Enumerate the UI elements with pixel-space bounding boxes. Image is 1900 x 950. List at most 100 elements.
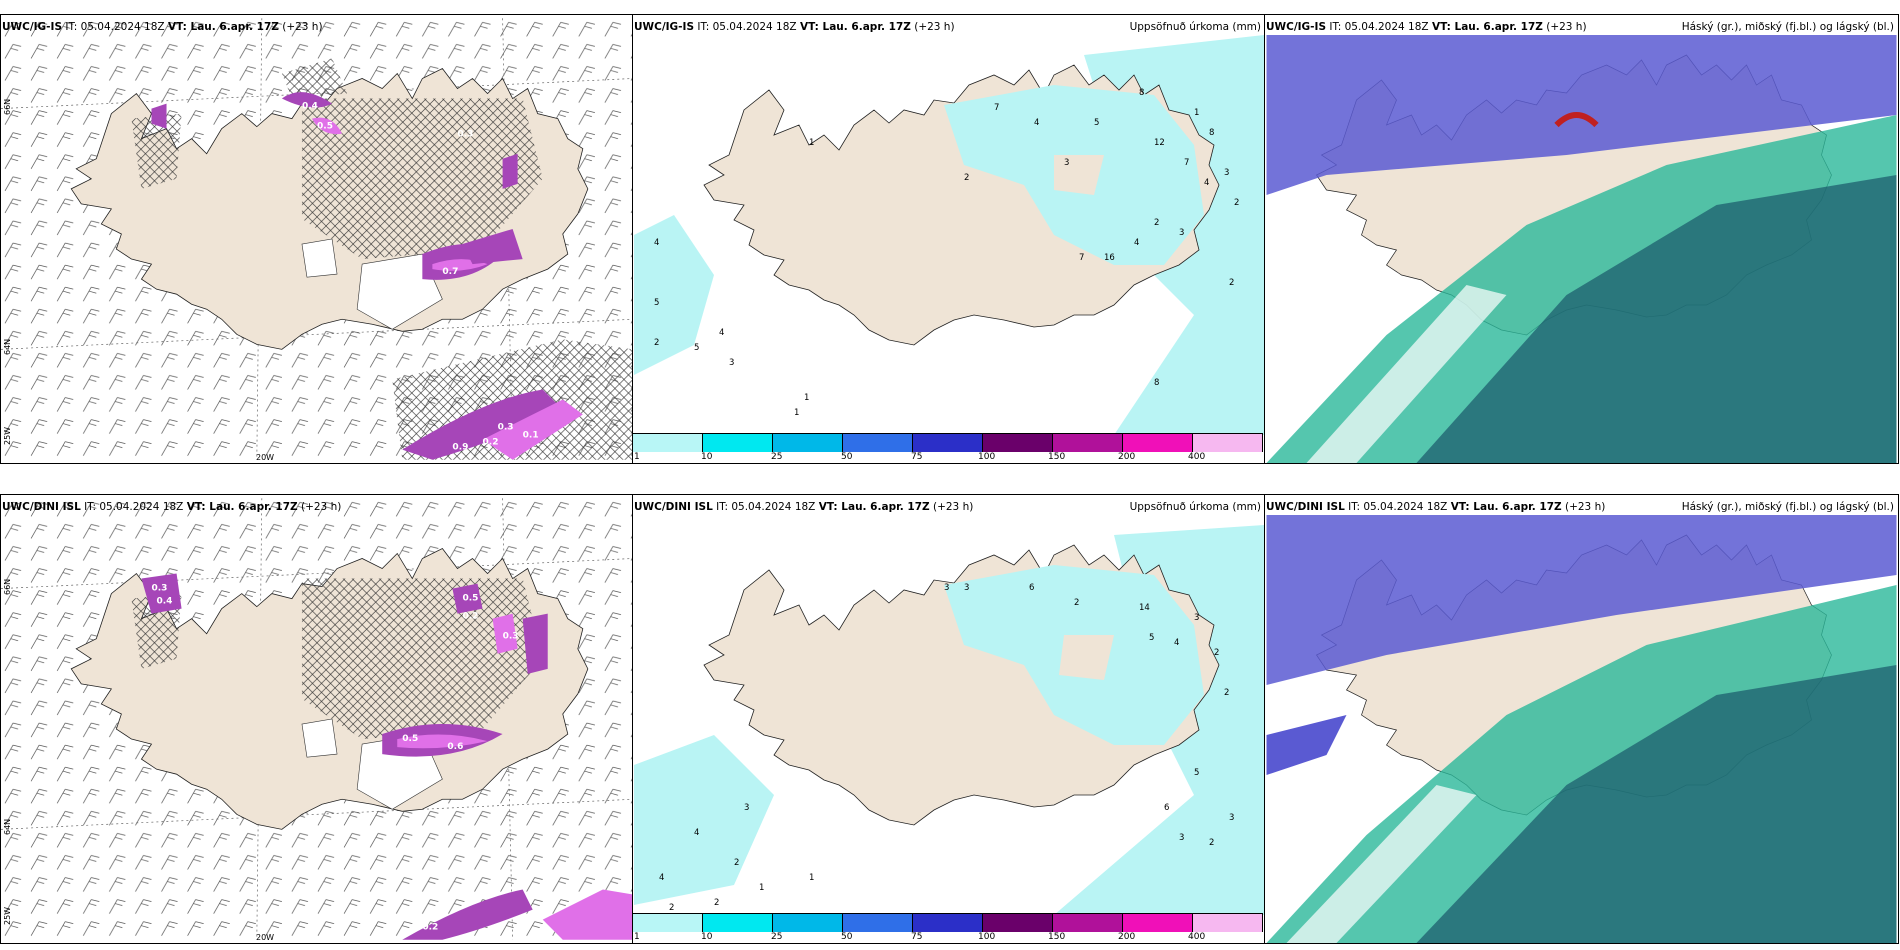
colorbar-segment <box>633 914 703 932</box>
colorbar-segment <box>1053 914 1123 932</box>
svg-text:7: 7 <box>1184 158 1189 168</box>
svg-text:2: 2 <box>1074 598 1079 608</box>
colorbar-segment <box>983 914 1053 932</box>
svg-text:1: 1 <box>1194 108 1199 118</box>
svg-text:1: 1 <box>759 883 764 893</box>
snow-wind-map: 0.3 0.4 0.5 0.2 0.6 0.5 0.3 0.2 <box>1 498 633 940</box>
colorbar-segment <box>913 434 983 452</box>
svg-text:5: 5 <box>694 343 699 353</box>
svg-text:5: 5 <box>1094 118 1099 128</box>
svg-text:0.1: 0.1 <box>523 431 539 441</box>
svg-text:3: 3 <box>964 583 969 593</box>
svg-text:5: 5 <box>1149 633 1154 643</box>
colorbar-segment <box>703 914 773 932</box>
lat-label-25: 25W <box>3 906 12 925</box>
panel-title: UWC/IG-IS IT: 05.04.2024 18Z VT: Lau. 6.… <box>1266 21 1587 33</box>
colorbar-segment <box>633 434 703 452</box>
panel-title: UWC/IG-IS IT: 05.04.2024 18Z VT: Lau. 6.… <box>634 21 955 33</box>
svg-text:0.7: 0.7 <box>442 267 458 277</box>
svg-text:6: 6 <box>1164 803 1169 813</box>
svg-text:3: 3 <box>1224 168 1229 178</box>
colorbar-segment <box>1053 434 1123 452</box>
svg-text:2: 2 <box>654 338 659 348</box>
snow-wind-map: 0.4 0.5 0.3 0.7 0.8 0.2 0.3 0.9 0.1 <box>1 18 633 460</box>
product-title: Uppsöfnuð úrkoma (mm) <box>1129 501 1261 513</box>
colorbar-segment <box>983 434 1053 452</box>
svg-text:0.3: 0.3 <box>457 130 473 140</box>
panel-title: UWC/IG-IS IT: 05.04.2024 18Z VT: Lau. 6.… <box>2 21 323 33</box>
colorbar-segment <box>843 434 913 452</box>
colorbar-segment <box>1123 434 1193 452</box>
svg-text:8: 8 <box>1154 378 1159 388</box>
svg-text:1: 1 <box>809 873 814 883</box>
lat-label-66: 66N <box>3 578 12 595</box>
svg-text:1: 1 <box>794 408 799 418</box>
colorbar-segment <box>703 434 773 452</box>
precip-colorbar <box>633 433 1263 452</box>
panel-title: UWC/DINI ISL IT: 05.04.2024 18Z VT: Lau.… <box>2 501 342 513</box>
colorbar-segment <box>1123 914 1193 932</box>
colorbar-labels: 1 10 25 50 75 100 150 200 400 <box>634 452 1206 462</box>
colorbar-segment <box>913 914 983 932</box>
svg-text:2: 2 <box>1214 648 1219 658</box>
svg-text:3: 3 <box>729 358 734 368</box>
product-title: Háský (gr.), miðský (fj.bl.) og lágský (… <box>1681 21 1894 33</box>
svg-text:0.5: 0.5 <box>462 594 478 604</box>
svg-text:0.2: 0.2 <box>483 438 499 448</box>
colorbar-segment <box>1193 434 1263 452</box>
panel-title: UWC/DINI ISL IT: 05.04.2024 18Z VT: Lau.… <box>634 501 974 513</box>
svg-text:0.5: 0.5 <box>402 734 418 744</box>
svg-text:2: 2 <box>669 903 674 913</box>
svg-text:8: 8 <box>1209 128 1214 138</box>
svg-text:3: 3 <box>744 803 749 813</box>
svg-text:14: 14 <box>1139 603 1150 613</box>
svg-text:1: 1 <box>804 393 809 403</box>
svg-text:0.2: 0.2 <box>462 612 478 622</box>
svg-text:4: 4 <box>694 828 699 838</box>
lat-label-64: 64N <box>3 338 12 355</box>
svg-text:2: 2 <box>1229 278 1234 288</box>
svg-text:0.9: 0.9 <box>452 443 468 453</box>
svg-text:3: 3 <box>1194 613 1199 623</box>
product-title: Uppsöfnuð úrkoma (mm) <box>1129 21 1261 33</box>
svg-text:4: 4 <box>1134 238 1139 248</box>
svg-text:3: 3 <box>944 583 949 593</box>
svg-text:5: 5 <box>654 298 659 308</box>
colorbar-segment <box>1193 914 1263 932</box>
cloud-map <box>1266 515 1897 943</box>
panel-top-right-cloud-map: UWC/IG-IS IT: 05.04.2024 18Z VT: Lau. 6.… <box>1264 14 1899 464</box>
svg-text:3: 3 <box>1229 813 1234 823</box>
svg-text:0.3: 0.3 <box>503 632 519 642</box>
svg-text:0.6: 0.6 <box>447 742 463 752</box>
svg-text:12: 12 <box>1154 138 1165 148</box>
svg-text:8: 8 <box>1139 88 1144 98</box>
svg-text:6: 6 <box>1029 583 1034 593</box>
svg-text:2: 2 <box>1224 688 1229 698</box>
svg-text:2: 2 <box>1209 838 1214 848</box>
precip-map: 1 4 5 2 5 4 3 1 1 2 8 7 4 3 5 1 8 3 2 4 … <box>634 15 1264 435</box>
svg-text:7: 7 <box>994 103 999 113</box>
svg-text:0.8: 0.8 <box>392 267 408 277</box>
svg-text:4: 4 <box>1204 178 1209 188</box>
svg-text:2: 2 <box>714 898 719 908</box>
lat-label-64: 64N <box>3 818 12 835</box>
svg-text:4: 4 <box>1174 638 1179 648</box>
colorbar-segment <box>773 434 843 452</box>
svg-text:0.4: 0.4 <box>156 597 172 607</box>
svg-text:5: 5 <box>1194 768 1199 778</box>
svg-text:3: 3 <box>1179 833 1184 843</box>
panel-bottom-mid-precip-map: UWC/DINI ISL IT: 05.04.2024 18Z VT: Lau.… <box>632 494 1266 944</box>
colorbar-segment <box>843 914 913 932</box>
cloud-map <box>1266 35 1897 463</box>
precip-map: 3 4 2 4 2 2 1 1 3 3 6 2 14 5 4 3 2 2 5 6… <box>634 495 1264 915</box>
svg-text:0.3: 0.3 <box>151 584 167 594</box>
panel-top-mid-precip-map: UWC/IG-IS IT: 05.04.2024 18Z VT: Lau. 6.… <box>632 14 1266 464</box>
panel-bottom-right-cloud-map: UWC/DINI ISL IT: 05.04.2024 18Z VT: Lau.… <box>1264 494 1899 944</box>
svg-text:3: 3 <box>1179 228 1184 238</box>
svg-text:2: 2 <box>1234 198 1239 208</box>
precip-colorbar <box>633 913 1263 932</box>
lat-label-66: 66N <box>3 98 12 115</box>
panel-title: UWC/DINI ISL IT: 05.04.2024 18Z VT: Lau.… <box>1266 501 1606 513</box>
svg-text:7: 7 <box>1079 253 1084 263</box>
svg-text:4: 4 <box>1034 118 1039 128</box>
